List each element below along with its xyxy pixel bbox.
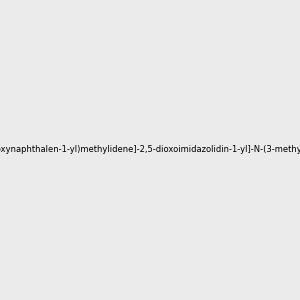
Text: 2-[(4E)-4-[(4-methoxynaphthalen-1-yl)methylidene]-2,5-dioxoimidazolidin-1-yl]-N-: 2-[(4E)-4-[(4-methoxynaphthalen-1-yl)met…: [0, 146, 300, 154]
